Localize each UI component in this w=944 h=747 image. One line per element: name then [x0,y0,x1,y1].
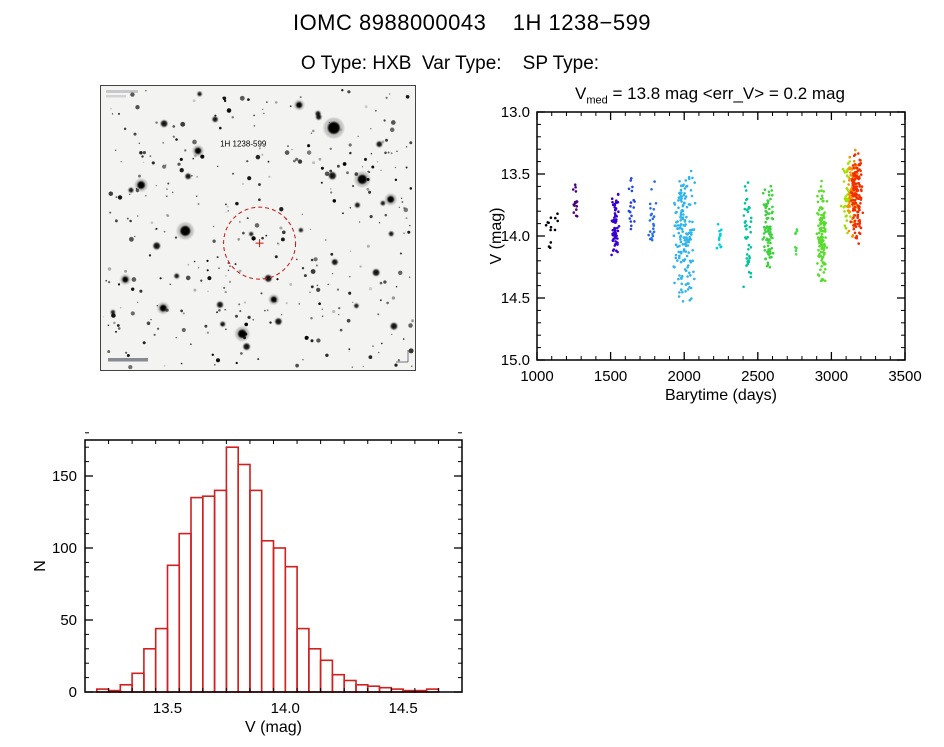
svg-text:3500: 3500 [888,368,921,385]
finding-chart-canvas: 1H 1238-599 [100,85,416,371]
svg-text:13.5: 13.5 [153,700,182,717]
lightcurve-title-base: V [575,84,587,103]
histogram-plot: 13.5 14.0 14.5 0 50 100 150 V (mag) N [25,428,495,745]
svg-text:2000: 2000 [668,368,701,385]
svg-text:14.0: 14.0 [501,228,530,245]
finding-chart: 1H 1238-599 [100,85,416,371]
svg-text:13.5: 13.5 [501,166,530,183]
lightcurve-title-sub: med [586,94,608,107]
svg-text:15.0: 15.0 [501,352,530,369]
svg-text:1500: 1500 [594,368,627,385]
histogram-axes: 13.5 14.0 14.5 0 50 100 150 V (mag) N [32,432,463,736]
svg-text:150: 150 [52,468,77,485]
svg-text:13.0: 13.0 [501,104,530,121]
svg-text:1000: 1000 [520,368,553,385]
lightcurve-axes: 1000 1500 2000 2500 3000 3500 13.0 13.5 14.0 14.5… [488,104,922,404]
svg-text:50: 50 [60,612,77,629]
lightcurve-xlabel: Barytime (days) [665,387,777,404]
histogram-ylabel: N [32,560,49,572]
lightcurve-ylabel: V (mag) [488,208,505,265]
svg-text:2500: 2500 [741,368,774,385]
histogram-xlabel: V (mag) [245,719,302,736]
page-title: IOMC 8988000043 1H 1238−599 [292,10,652,35]
svg-text:14.5: 14.5 [501,290,530,307]
lightcurve-title-rest: = 13.8 mag <err_V> = 0.2 mag [607,84,845,103]
lightcurve-title: Vmed = 13.8 mag <err_V> = 0.2 mag [480,84,940,106]
svg-text:0: 0 [69,684,77,701]
target-label: 1H 1238-599 [220,139,267,148]
histogram-canvas: 13.5 14.0 14.5 0 50 100 150 V (mag) N [32,432,463,736]
page-subtitle: O Type: HXB Var Type: SP Type: [300,53,600,74]
target-circle-icon [223,206,297,280]
target-marker: 1H 1238-599 [220,139,297,280]
histogram-bars [96,446,440,693]
lightcurve-plot: 1000 1500 2000 2500 3000 3500 13.0 13.5 14.0 14.5… [487,102,933,412]
star-field [102,89,415,370]
corner-annotations [106,90,409,363]
svg-text:3000: 3000 [815,368,848,385]
svg-text:100: 100 [52,540,77,557]
lightcurve-canvas: 1000 1500 2000 2500 3000 3500 13.0 13.5 14.0 14.5… [488,104,922,404]
svg-text:14.5: 14.5 [388,700,417,717]
svg-text:14.0: 14.0 [271,700,300,717]
lightcurve-points [544,148,865,303]
